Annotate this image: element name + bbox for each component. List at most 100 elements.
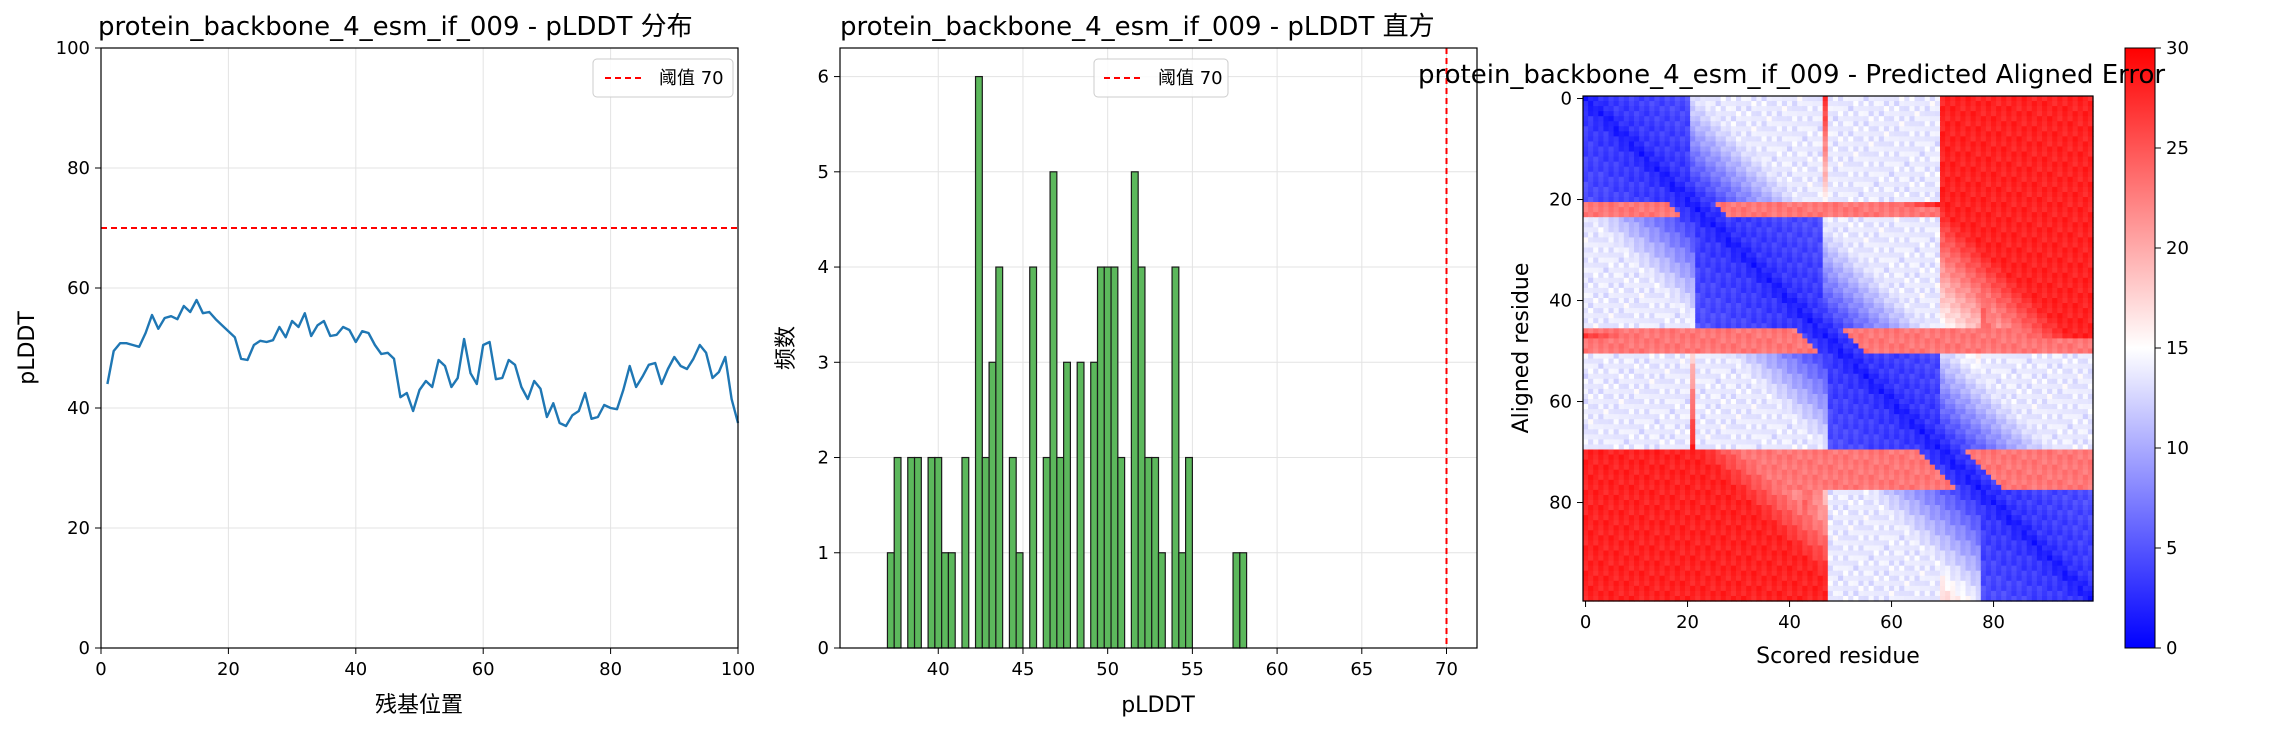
- heatmap-cell: [1685, 222, 1691, 228]
- heatmap-cell: [1761, 328, 1768, 334]
- heatmap-cell: [1751, 277, 1757, 284]
- heatmap-cell: [1649, 272, 1655, 279]
- heatmap-cell: [1807, 116, 1814, 122]
- heatmap-cell: [1985, 257, 1992, 264]
- heatmap-cell: [1929, 287, 1936, 294]
- heatmap-cell: [2077, 186, 2084, 193]
- heatmap-cell: [2016, 202, 2023, 208]
- heatmap-cell: [1613, 222, 1620, 228]
- heatmap-cell: [1832, 191, 1839, 198]
- heatmap-cell: [1593, 116, 1599, 122]
- heatmap-cell: [1751, 267, 1757, 274]
- heatmap-cell: [1955, 131, 1961, 137]
- heatmap-cell: [1940, 207, 1946, 213]
- heatmap-cell: [1710, 308, 1717, 314]
- heatmap-cell: [2031, 292, 2038, 299]
- heatmap-cell: [1919, 247, 1926, 254]
- heatmap-cell: [1623, 292, 1630, 299]
- heatmap-cell: [1985, 161, 1992, 168]
- heatmap-cell: [1807, 186, 1814, 193]
- heatmap-cell: [1618, 272, 1625, 279]
- heatmap-cell: [1710, 298, 1717, 304]
- heatmap-cell: [1608, 136, 1615, 143]
- heatmap-cell: [1715, 106, 1722, 112]
- heatmap-cell: [1894, 252, 1900, 259]
- heatmap-cell: [1832, 287, 1839, 294]
- heatmap-cell: [1929, 186, 1936, 193]
- heatmap-cell: [1771, 267, 1778, 274]
- heatmap-cell: [1940, 277, 1946, 284]
- heatmap-cell: [1924, 141, 1931, 148]
- heatmap-cell: [1593, 181, 1599, 188]
- heatmap-cell: [1608, 207, 1615, 213]
- histogram-bar: [1130, 171, 1139, 649]
- heatmap-cell: [1679, 212, 1686, 218]
- heatmap-cell: [1736, 166, 1742, 173]
- heatmap-cell: [1639, 131, 1645, 137]
- heatmap-cell: [1613, 207, 1620, 213]
- heatmap-cell: [2021, 171, 2028, 178]
- heatmap-cell: [1848, 111, 1854, 117]
- heatmap-cell: [2026, 308, 2033, 314]
- heatmap-cell: [1914, 191, 1921, 198]
- heatmap-cell: [1929, 181, 1936, 188]
- heatmap-cell: [1695, 328, 1701, 334]
- histogram-bar: [1076, 361, 1085, 649]
- heatmap-cell: [1598, 151, 1604, 158]
- heatmap-cell: [1674, 181, 1681, 188]
- heatmap-cell: [1853, 272, 1859, 279]
- heatmap-cell: [2052, 257, 2058, 264]
- heatmap-cell: [1598, 237, 1604, 244]
- heatmap-cell: [1853, 191, 1859, 198]
- heatmap-cell: [1848, 252, 1854, 259]
- heatmap-cell: [1934, 318, 1941, 324]
- heatmap-cell: [1771, 247, 1778, 254]
- heatmap-cell: [1817, 222, 1824, 228]
- heatmap-cell: [2031, 247, 2038, 254]
- heatmap-cell: [1792, 96, 1798, 102]
- heatmap-cell: [1899, 176, 1905, 183]
- heatmap-cell: [1588, 237, 1594, 244]
- heatmap-cell: [2062, 287, 2069, 294]
- heatmap-cell: [1761, 101, 1768, 107]
- heatmap-cell: [1736, 328, 1742, 334]
- heatmap-cell: [2026, 212, 2033, 218]
- heatmap-cell: [2016, 262, 2023, 269]
- heatmap-cell: [1858, 323, 1865, 329]
- heatmap-cell: [1654, 262, 1661, 269]
- heatmap-cell: [1797, 313, 1803, 319]
- heatmap-cell: [2067, 328, 2074, 334]
- heatmap-cell: [1980, 313, 1987, 319]
- heatmap-cell: [1797, 166, 1803, 173]
- heatmap-cell: [1598, 222, 1604, 228]
- heatmap-cell: [1593, 202, 1599, 208]
- heatmap-cell: [1899, 101, 1905, 107]
- heatmap-cell: [1822, 161, 1829, 168]
- heatmap-cell: [1909, 101, 1916, 107]
- heatmap-cell: [1634, 217, 1640, 223]
- heatmap-cell: [1593, 328, 1599, 334]
- heatmap-cell: [1654, 126, 1661, 132]
- heatmap-cell: [1751, 232, 1757, 238]
- heatmap-cell: [1639, 146, 1645, 153]
- heatmap-cell: [2052, 267, 2058, 274]
- heatmap-cell: [1787, 237, 1793, 244]
- heatmap-cell: [1899, 292, 1905, 299]
- heatmap-cell: [1904, 287, 1910, 294]
- heatmap-cell: [1649, 222, 1655, 228]
- heatmap-cell: [1771, 262, 1778, 269]
- heatmap-cell: [1603, 146, 1610, 153]
- heatmap-cell: [2016, 116, 2023, 122]
- heatmap-cell: [1838, 156, 1844, 163]
- heatmap-cell: [1802, 328, 1808, 334]
- heatmap-cell: [1644, 313, 1650, 319]
- heatmap-cell: [2021, 96, 2028, 102]
- heatmap-cell: [2062, 96, 2069, 102]
- heatmap-cell: [1674, 202, 1681, 208]
- heatmap-cell: [1613, 217, 1620, 223]
- heatmap-cell: [1985, 318, 1992, 324]
- heatmap-cell: [1771, 151, 1778, 158]
- heatmap-cell: [1787, 186, 1793, 193]
- heatmap-cell: [1649, 308, 1655, 314]
